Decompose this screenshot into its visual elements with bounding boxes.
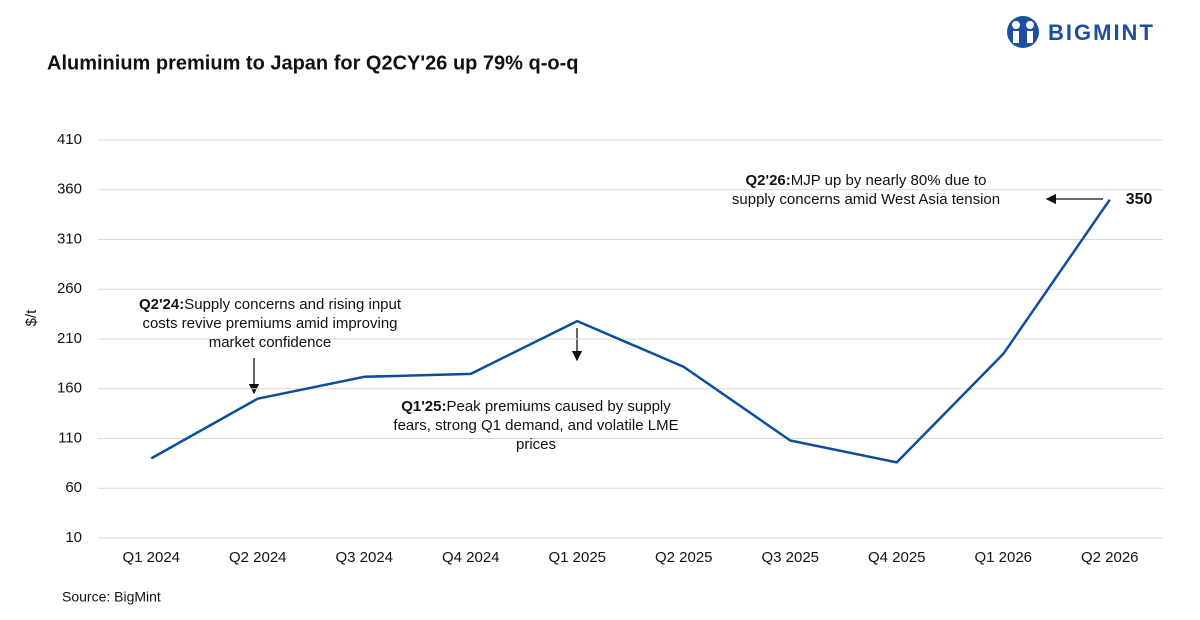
y-tick-label: 260 [57, 280, 82, 297]
annotation-text: fears, strong Q1 demand, and volatile LM… [393, 417, 678, 434]
x-tick-label: Q3 2025 [761, 549, 819, 566]
annotation-label: Q1'25: [401, 398, 446, 415]
annotation-line: Supply concerns and rising input [184, 296, 402, 313]
annotation-text: Q2'24:Supply concerns and rising input [139, 296, 402, 313]
chart-title: Aluminium premium to Japan for Q2CY'26 u… [47, 52, 578, 74]
x-tick-label: Q3 2024 [335, 549, 393, 566]
y-tick-label: 160 [57, 380, 82, 397]
annotation-text: supply concerns amid West Asia tension [732, 191, 1000, 208]
data-line [150, 198, 1111, 464]
y-tick-label: 310 [57, 230, 82, 247]
y-tick-label: 210 [57, 330, 82, 347]
annotation-text: market confidence [209, 334, 332, 351]
annotation-text: Q1'25:Peak premiums caused by supply [401, 398, 671, 415]
x-tick-label: Q1 2025 [548, 549, 606, 566]
logo-text: BIGMINT [1048, 20, 1155, 45]
data-label: 350 [1126, 191, 1153, 208]
annotation: Q1'25:Peak premiums caused by supply fear… [393, 398, 678, 453]
annotation-label: Q2'24: [139, 296, 184, 313]
y-axis-label: $/t [23, 309, 40, 327]
annotation-line: MJP up by nearly 80% due to [791, 172, 987, 189]
x-tick-label: Q1 2024 [122, 549, 180, 566]
y-tick-label: 60 [65, 479, 82, 496]
y-tick-label: 410 [57, 131, 82, 148]
annotation-line: Peak premiums caused by supply [446, 398, 671, 415]
x-tick-label: Q4 2024 [442, 549, 500, 566]
annotation-line: prices [516, 436, 556, 453]
annotation-text: Q2'26:MJP up by nearly 80% due to [746, 172, 987, 189]
annotation-text: prices [516, 436, 556, 453]
x-tick-label: Q2 2024 [229, 549, 287, 566]
annotation-line: costs revive premiums amid improving [142, 315, 397, 332]
annotation-line: market confidence [209, 334, 332, 351]
x-tick-label: Q2 2026 [1081, 549, 1139, 566]
source: Source: BigMint [62, 589, 161, 605]
annotation-line: fears, strong Q1 demand, and volatile LM… [393, 417, 678, 434]
logo: BIGMINT [1007, 16, 1155, 48]
y-tick-label: 10 [65, 529, 82, 546]
y-tick-label: 110 [58, 429, 82, 446]
annotation: Q2'26:MJP up by nearly 80% due to supply … [732, 172, 1000, 208]
x-tick-label: Q4 2025 [868, 549, 926, 566]
x-tick-label: Q1 2026 [974, 549, 1032, 566]
y-tick-label: 360 [57, 181, 82, 198]
annotation: Q2'24:Supply concerns and rising input co… [139, 296, 402, 351]
x-tick-label: Q2 2025 [655, 549, 713, 566]
annotation-line: supply concerns amid West Asia tension [732, 191, 1000, 208]
annotation-text: costs revive premiums amid improving [142, 315, 397, 332]
annotation-label: Q2'26: [746, 172, 791, 189]
